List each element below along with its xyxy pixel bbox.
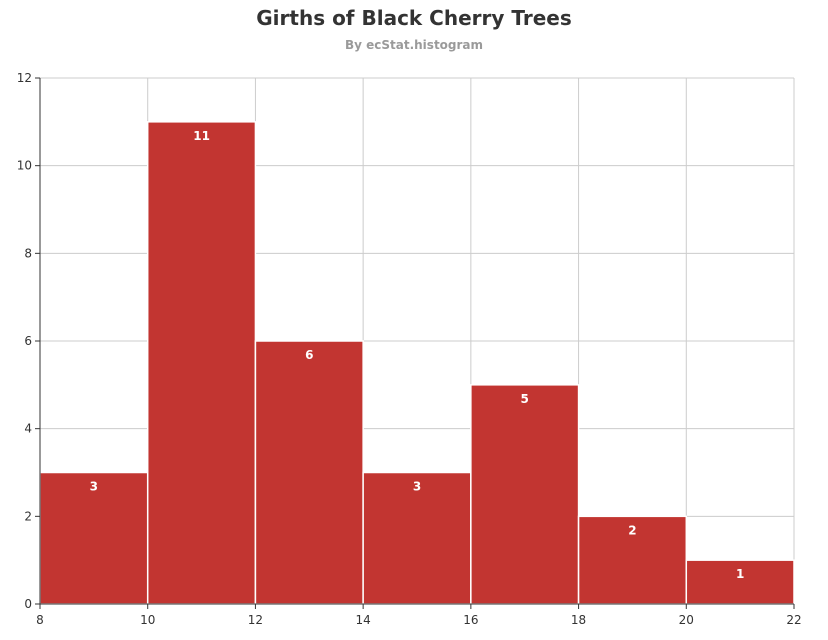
x-tick-label: 10 [140,613,155,627]
x-tick-label: 20 [679,613,694,627]
histogram-bar[interactable] [254,340,364,605]
y-tick-label: 2 [24,509,32,523]
bar-value-label: 6 [305,348,313,362]
y-tick-label: 4 [24,422,32,436]
bar-value-label: 3 [90,480,98,494]
chart-title: Girths of Black Cherry Trees [256,6,572,30]
y-tick-label: 6 [24,334,32,348]
histogram-bar[interactable] [470,384,580,605]
x-tick-label: 18 [571,613,586,627]
x-tick-label: 8 [36,613,44,627]
x-tick-label: 22 [786,613,801,627]
y-tick-label: 0 [24,597,32,611]
x-tick-label: 12 [248,613,263,627]
bar-value-label: 5 [521,392,529,406]
bar-value-label: 11 [193,129,210,143]
histogram-bar[interactable] [146,121,257,605]
chart-subtitle: By ecStat.histogram [344,38,484,52]
bar-layer [39,121,795,605]
bar-value-label: 1 [736,567,744,581]
label-layer: 3 11 6 3 5 2 1 [90,129,745,581]
y-tick-label: 10 [17,159,32,173]
y-tick-label: 8 [24,246,32,260]
x-tick-label: 16 [463,613,478,627]
x-tick-label: 14 [356,613,371,627]
bar-value-label: 2 [628,523,636,537]
y-tick-label: 12 [17,71,32,85]
bar-value-label: 3 [413,480,421,494]
